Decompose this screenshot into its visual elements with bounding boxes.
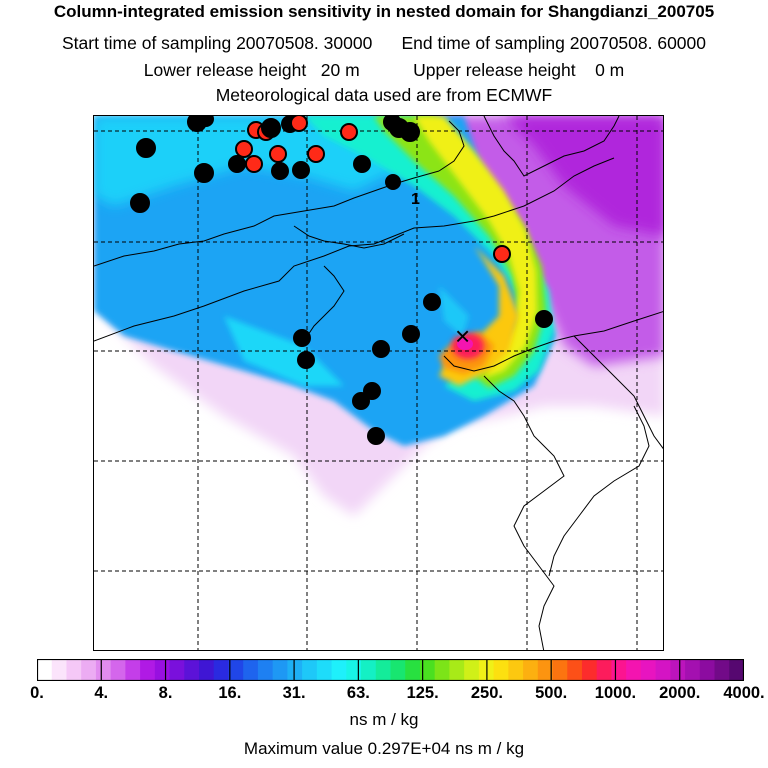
colorbar-cell xyxy=(567,659,583,681)
colorbar-cell xyxy=(302,659,318,681)
colorbar-cell xyxy=(405,659,421,681)
maximum-value: Maximum value 0.297E+04 ns m / kg xyxy=(243,739,525,758)
colorbar-tick-label: 31. xyxy=(282,684,306,702)
graticule xyxy=(94,116,663,650)
colorbar-cell xyxy=(228,659,244,681)
colorbar-cell xyxy=(655,659,671,681)
colorbar-tick-label: 1000. xyxy=(594,684,637,702)
colorbar-cell xyxy=(375,659,392,681)
colorbar-cell xyxy=(110,659,126,681)
colorbar-cell xyxy=(670,659,686,681)
colorbar-cell xyxy=(596,659,613,681)
emission-sensitivity-map: × 1 xyxy=(93,115,664,651)
colorbar-cell xyxy=(184,659,200,681)
colorbar-cell xyxy=(390,659,406,681)
colorbar-tick-label: 4000. xyxy=(723,684,765,702)
colorbar-cell xyxy=(508,659,524,681)
colorbar-cell xyxy=(640,659,657,681)
colorbar-cell xyxy=(272,659,288,681)
colorbar-cell xyxy=(626,659,642,681)
colorbar-cell xyxy=(287,659,303,681)
colorbar-cell xyxy=(125,659,141,681)
colorbar-cell xyxy=(81,659,97,681)
map-label-one: 1 xyxy=(411,191,420,208)
colorbar-cell xyxy=(552,659,568,681)
receptor-marker: × xyxy=(455,321,470,351)
colorbar-tick-label: 250. xyxy=(470,684,503,702)
colorbar-cell xyxy=(95,659,112,681)
colorbar-cell xyxy=(140,659,156,681)
colorbar-cell xyxy=(331,659,347,681)
colorbar-cell xyxy=(523,659,539,681)
colorbar-tick-label: 2000. xyxy=(659,684,701,702)
map-canvas: × 1 xyxy=(94,116,663,650)
release-height-line: Lower release height 20 m Upper release … xyxy=(143,60,625,80)
colorbar-tick-label: 8. xyxy=(158,684,173,702)
colorbar-cell xyxy=(154,659,171,681)
colorbar-cell xyxy=(581,659,598,681)
fire-markers xyxy=(130,116,553,445)
colorbar-cell xyxy=(66,659,82,681)
colorbar-cell xyxy=(213,659,230,681)
plot-title: Column-integrated emission sensitivity i… xyxy=(53,2,715,21)
colorbar xyxy=(37,659,744,681)
colorbar-cell xyxy=(257,659,274,681)
colorbar-tick-label: 16. xyxy=(218,684,242,702)
colorbar-cell xyxy=(699,659,716,681)
colorbar-dividers xyxy=(100,659,681,681)
colorbar-cell xyxy=(685,659,701,681)
colorbar-units: ns m / kg xyxy=(349,710,419,729)
sampling-time-line: Start time of sampling 20070508. 30000 E… xyxy=(61,33,707,53)
colorbar-cell xyxy=(611,659,627,681)
colorbar-cell xyxy=(537,659,554,681)
colorbar-cell xyxy=(434,659,451,681)
colorbar-cell xyxy=(37,659,53,681)
colorbar-tick-label: 0. xyxy=(30,684,44,702)
colorbar-cell xyxy=(464,659,480,681)
colorbar-cell xyxy=(493,659,509,681)
colorbar-cell xyxy=(449,659,465,681)
colorbar-cell xyxy=(419,659,436,681)
colorbar-cell xyxy=(51,659,68,681)
colorbar-cell xyxy=(316,659,333,681)
colorbar-cells xyxy=(37,659,744,681)
colorbar-tick-label: 63. xyxy=(346,684,370,702)
colorbar-cell xyxy=(169,659,185,681)
colorbar-cell xyxy=(199,659,215,681)
colorbar-cell xyxy=(243,659,259,681)
colorbar-cell xyxy=(361,659,377,681)
colorbar-cell xyxy=(346,659,362,681)
colorbar-frame xyxy=(37,659,744,681)
colorbar-tick-label: 4. xyxy=(94,684,109,702)
meteorological-data-line: Meteorological data used are from ECMWF xyxy=(215,85,553,105)
colorbar-tick-label: 125. xyxy=(406,684,439,702)
colorbar-tick-label: 500. xyxy=(535,684,568,702)
colorbar-cell xyxy=(729,659,744,681)
colorbar-cell xyxy=(714,659,730,681)
